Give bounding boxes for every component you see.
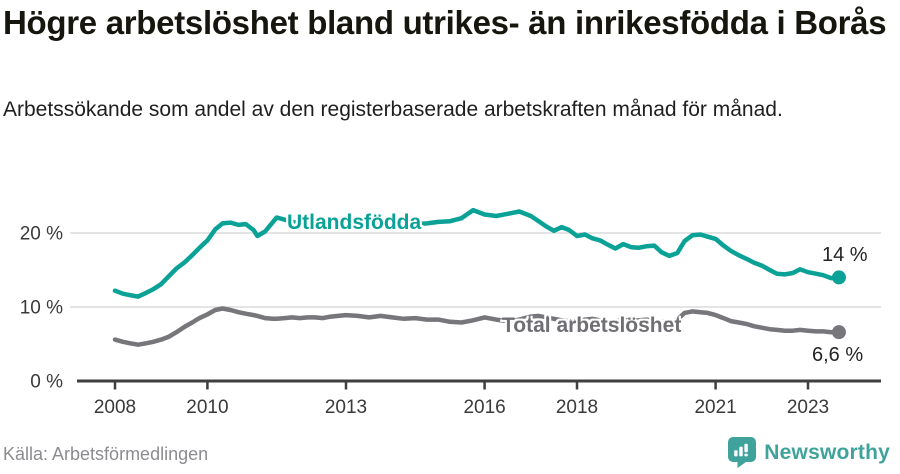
svg-text:2010: 2010 [186, 397, 228, 418]
svg-text:0 %: 0 % [30, 372, 63, 393]
svg-text:2018: 2018 [556, 397, 598, 418]
series-label-utlandsfodda: Utlandsfödda [287, 211, 422, 234]
newsworthy-speech-bubble-chart-icon [728, 437, 757, 468]
svg-text:2023: 2023 [787, 397, 829, 418]
series-label-total-arbetsloshet: Total arbetslöshet [502, 314, 682, 337]
svg-text:10 %: 10 % [20, 298, 63, 319]
svg-text:2016: 2016 [463, 397, 505, 418]
svg-text:2021: 2021 [694, 397, 736, 418]
page-title: Högre arbetslöshet bland utrikes- än inr… [3, 4, 887, 41]
chart-plot-area: 0 % 10 % 20 % 2008 2010 2013 2016 2018 2021 2023 [20, 207, 881, 418]
newsworthy-logo: Newsworthy [728, 437, 890, 468]
newsworthy-wordmark: Newsworthy [764, 440, 890, 464]
svg-text:20 %: 20 % [20, 224, 63, 245]
end-value-label-total: 6,6 % [812, 344, 864, 366]
line-chart: 0 % 10 % 20 % 2008 2010 2013 2016 2018 2021 2023 … [0, 160, 900, 460]
svg-text:2013: 2013 [325, 397, 367, 418]
svg-text:2008: 2008 [94, 397, 136, 418]
source-note: Källa: Arbetsförmedlingen [3, 444, 209, 464]
end-value-label-utlandsfodda: 14 % [822, 244, 868, 266]
page-subtitle: Arbetssökande som andel av den registerb… [3, 98, 783, 121]
